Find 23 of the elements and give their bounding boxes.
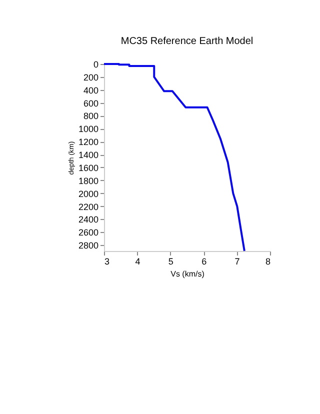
y-tick-label: 0 xyxy=(93,60,98,70)
y-tick-label: 2800 xyxy=(78,240,98,251)
y-tick-label: 200 xyxy=(83,72,98,82)
x-tick-label: 3 xyxy=(104,256,110,266)
y-tick-label: 1200 xyxy=(78,137,98,148)
y-tick-label: 400 xyxy=(83,85,98,96)
y-tick-label: 2600 xyxy=(78,228,98,238)
x-tick-label: 8 xyxy=(265,256,270,266)
x-axis-title: Vs (km/s) xyxy=(170,270,205,278)
x-tick-label: 4 xyxy=(135,256,140,266)
y-tick-label: 1400 xyxy=(78,150,98,160)
y-tick-label: 600 xyxy=(83,98,98,108)
y-tick-label: 800 xyxy=(83,111,98,122)
x-tick-label: 7 xyxy=(234,256,240,266)
y-tick-label: 1600 xyxy=(78,162,98,173)
y-tick-label: 2400 xyxy=(78,214,98,225)
y-tick-label: 2200 xyxy=(78,202,98,212)
y-tick-label: 1800 xyxy=(78,176,98,186)
y-tick-label: 1000 xyxy=(78,124,98,134)
chart-title: MC35 Reference Earth Model xyxy=(120,36,254,47)
x-tick-label: 6 xyxy=(202,256,207,266)
x-tick-label: 5 xyxy=(168,256,174,266)
y-tick-label: 2000 xyxy=(78,188,98,199)
